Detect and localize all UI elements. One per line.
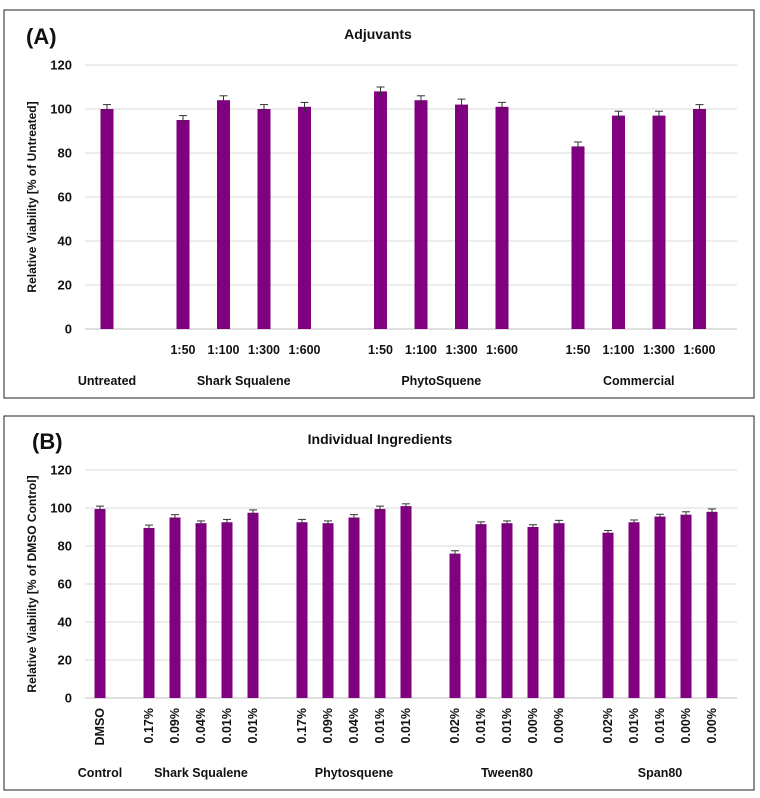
- panel-b-group-label: Phytosquene: [315, 766, 394, 780]
- panel-b-bar: [450, 554, 461, 698]
- panel-a-bar: [374, 91, 387, 329]
- panel-b-bar: [401, 506, 412, 698]
- panel-b-y-tick-label: 100: [50, 501, 72, 516]
- panel-b-x-tick-label: 0.01%: [627, 708, 641, 743]
- panel-a-bar: [455, 105, 468, 329]
- panel-b-x-tick-label: 0.04%: [347, 708, 361, 743]
- panel-b-bar: [297, 522, 308, 698]
- panel-a-x-tick-label: 1:100: [603, 343, 635, 357]
- panel-a-x-tick-label: 1:600: [684, 343, 716, 357]
- panel-b-y-tick-label: 40: [58, 615, 72, 630]
- panel-b-bar: [707, 512, 718, 698]
- panel-a-group-label: PhytoSquene: [401, 374, 481, 388]
- panel-a-y-tick-label: 40: [58, 234, 72, 249]
- panel-a-bar: [653, 116, 666, 329]
- panel-b-title: Individual Ingredients: [308, 431, 453, 447]
- panel-b-x-tick-label: 0.01%: [474, 708, 488, 743]
- panel-b-x-tick-label: 0.01%: [246, 708, 260, 743]
- panel-b-y-tick-label: 20: [58, 653, 72, 668]
- panel-a-x-tick-label: 1:300: [643, 343, 675, 357]
- panel-b-group-label: Tween80: [481, 766, 533, 780]
- panel-b-bar: [603, 533, 614, 698]
- panel-a-bar: [496, 107, 509, 329]
- panel-b-y-tick-label: 80: [58, 539, 72, 554]
- panel-a-bar: [612, 116, 625, 329]
- panel-a-bar: [101, 109, 114, 329]
- panel-b-bar: [502, 523, 513, 698]
- panel-b-bar: [349, 518, 360, 699]
- panel-b-chart: 0 20 40 60 80 100 120 (B) Individual Ingredients…: [4, 416, 754, 790]
- panel-a-group-label: Commercial: [603, 374, 675, 388]
- panel-a-x-tick-label: 1:100: [208, 343, 240, 357]
- panel-b-group-label: Shark Squalene: [154, 766, 248, 780]
- panel-a-group-label: Shark Squalene: [197, 374, 291, 388]
- panel-b-x-tick-label: 0.09%: [168, 708, 182, 743]
- panel-b-y-axis-label: Relative Viability [% of DMSO Control]: [25, 475, 39, 692]
- panel-a-bar: [693, 109, 706, 329]
- panel-b-y-tick-label: 60: [58, 577, 72, 592]
- panel-a-y-tick-label: 100: [50, 102, 72, 117]
- panel-a-bar: [572, 146, 585, 329]
- panel-b-x-tick-label: 0.00%: [679, 708, 693, 743]
- figure: 0 20 40 60 80 100 120 (A) Adjuvants Relative Viab…: [0, 0, 760, 798]
- panel-b-label: (B): [32, 429, 63, 454]
- panel-b-bar: [323, 523, 334, 698]
- panel-b-bar: [528, 527, 539, 698]
- panel-b-y-tick-label: 120: [50, 463, 72, 478]
- panel-b-x-tick-label: 0.02%: [448, 708, 462, 743]
- panel-b-x-tick-label: DMSO: [93, 708, 107, 746]
- panel-b-bar: [375, 509, 386, 698]
- panel-b-y-tick-label: 0: [65, 691, 72, 706]
- panel-b-x-tick-label: 0.17%: [295, 708, 309, 743]
- panel-a-chart: 0 20 40 60 80 100 120 (A) Adjuvants Relative Viab…: [4, 10, 754, 398]
- panel-a-y-tick-label: 80: [58, 146, 72, 161]
- panel-b-bar: [196, 523, 207, 698]
- panel-b-x-tick-label: 0.00%: [552, 708, 566, 743]
- panel-b-group-label: Span80: [638, 766, 683, 780]
- panel-a-x-tick-label: 1:50: [368, 343, 393, 357]
- panel-b-x-tick-label: 0.00%: [705, 708, 719, 743]
- panel-a-bar: [258, 109, 271, 329]
- panel-b-bar: [629, 522, 640, 698]
- panel-b-x-tick-label: 0.01%: [220, 708, 234, 743]
- panel-b-x-tick-label: 0.01%: [500, 708, 514, 743]
- panel-b-x-tick-label: 0.01%: [399, 708, 413, 743]
- panel-a-group-label: Untreated: [78, 374, 136, 388]
- panel-a-y-tick-label: 20: [58, 278, 72, 293]
- panel-b-x-tick-label: 0.02%: [601, 708, 615, 743]
- panel-a-label: (A): [26, 24, 57, 49]
- panel-a-x-tick-label: 1:100: [405, 343, 437, 357]
- panel-b-bar: [95, 509, 106, 698]
- panel-a-y-axis-label: Relative Viability [% of Untreated]: [25, 101, 39, 292]
- panel-b-bar: [222, 522, 233, 698]
- panel-a-y-tick-label: 120: [50, 58, 72, 73]
- panel-b-x-tick-label: 0.17%: [142, 708, 156, 743]
- panel-a-bar: [177, 120, 190, 329]
- panel-b-x-tick-label: 0.01%: [653, 708, 667, 743]
- panel-a-x-tick-label: 1:50: [170, 343, 195, 357]
- panel-a-title: Adjuvants: [344, 26, 412, 42]
- panel-b-group-label: Control: [78, 766, 122, 780]
- panel-a-x-tick-label: 1:300: [446, 343, 478, 357]
- panel-b-bar: [655, 517, 666, 698]
- panel-b-bar: [144, 528, 155, 698]
- panel-b-x-tick-label: 0.00%: [526, 708, 540, 743]
- panel-b-bar: [248, 513, 259, 698]
- panel-b-x-tick-label: 0.04%: [194, 708, 208, 743]
- panel-a-y-tick-label: 60: [58, 190, 72, 205]
- panel-a-x-tick-label: 1:600: [486, 343, 518, 357]
- panel-b-x-tick-label: 0.01%: [373, 708, 387, 743]
- panel-b-bar: [554, 523, 565, 698]
- panel-a-x-tick-label: 1:300: [248, 343, 280, 357]
- panel-a-bar: [415, 100, 428, 329]
- panel-a-bar: [217, 100, 230, 329]
- panel-a-x-tick-label: 1:50: [565, 343, 590, 357]
- panel-a-x-tick-label: 1:600: [289, 343, 321, 357]
- panel-a-bar: [298, 107, 311, 329]
- panel-b-x-tick-label: 0.09%: [321, 708, 335, 743]
- panel-b-bar: [170, 518, 181, 699]
- panel-b-bar: [681, 515, 692, 698]
- panel-a-y-tick-label: 0: [65, 322, 72, 337]
- panel-b-bar: [476, 524, 487, 698]
